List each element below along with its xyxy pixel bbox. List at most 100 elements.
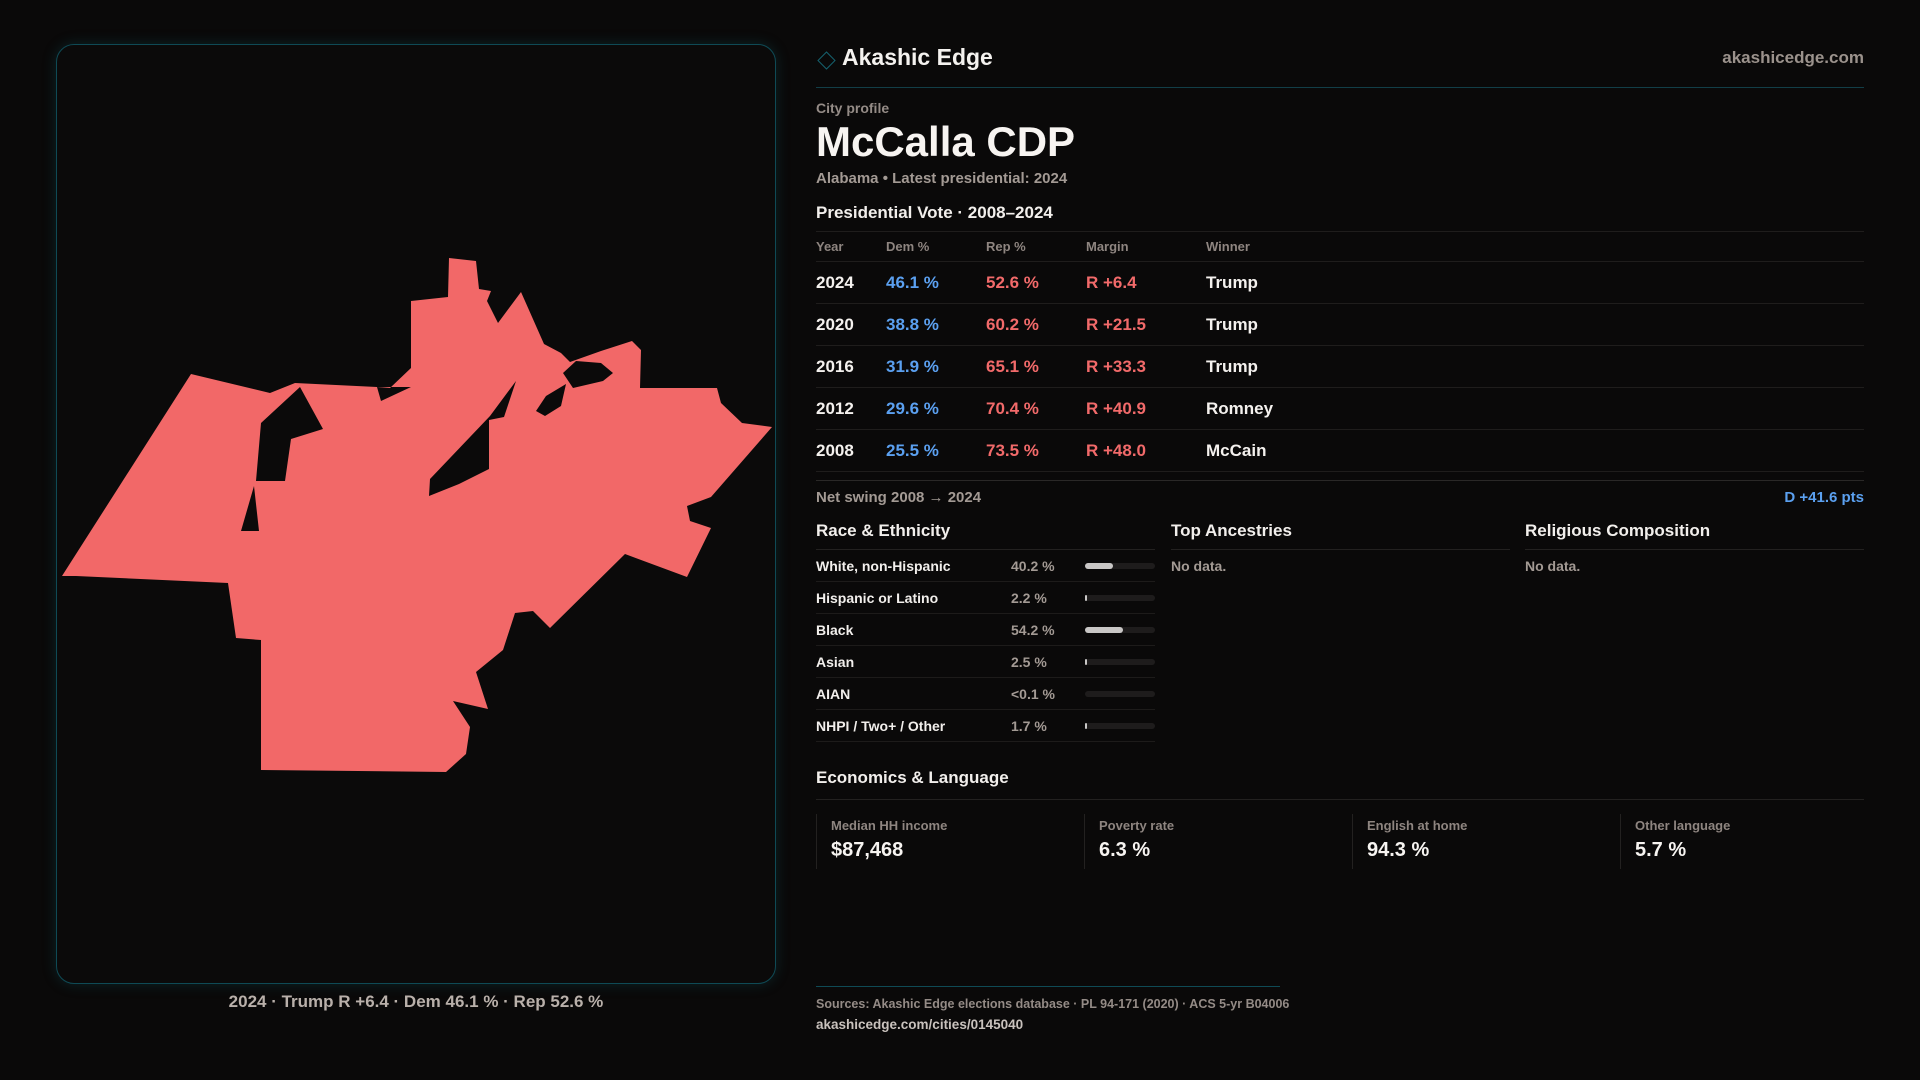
footer: Sources: Akashic Edge elections database… (816, 986, 1290, 1032)
race-label: Asian (816, 654, 855, 670)
vote-year: 2024 (816, 261, 886, 304)
vote-rep: 73.5 % (986, 429, 1086, 472)
vote-table: Year Dem % Rep % Margin Winner 2024 46.1… (816, 231, 1864, 472)
vote-table-header: Year Dem % Rep % Margin Winner (816, 231, 1864, 262)
race-value: 40.2 % (1011, 558, 1055, 574)
col-year: Year (816, 231, 886, 262)
race-label: White, non-Hispanic (816, 558, 951, 574)
vote-year: 2016 (816, 345, 886, 388)
race-bar-track (1085, 595, 1155, 601)
econ-grid: Median HH income $87,468 Poverty rate 6.… (816, 814, 1864, 886)
race-value: <0.1 % (1011, 686, 1055, 702)
race-label: AIAN (816, 686, 851, 702)
race-bar-fill (1085, 723, 1087, 729)
vote-year: 2008 (816, 429, 886, 472)
race-bar-fill (1085, 659, 1087, 665)
race-row: AIAN <0.1 % (816, 678, 1155, 710)
religion-section: Religious Composition No data. (1525, 516, 1864, 574)
econ-section-title: Economics & Language (816, 764, 1864, 800)
race-row: NHPI / Two+ / Other 1.7 % (816, 710, 1155, 742)
vote-year: 2020 (816, 303, 886, 346)
net-swing-label: Net swing 2008 → 2024 (816, 489, 982, 506)
vote-rep: 60.2 % (986, 303, 1086, 346)
race-bar-fill (1085, 563, 1114, 569)
demographics-columns: Race & Ethnicity White, non-Hispanic 40.2… (816, 516, 1864, 756)
vote-rep: 65.1 % (986, 345, 1086, 388)
ancestries-empty: No data. (1171, 558, 1227, 574)
vote-rep: 70.4 % (986, 387, 1086, 430)
city-boundary-shape[interactable] (62, 258, 772, 772)
sources-text: Sources: Akashic Edge elections database… (816, 997, 1290, 1011)
econ-label: Poverty rate (1099, 818, 1175, 833)
race-section-title: Race & Ethnicity (816, 516, 1155, 550)
race-bar-track (1085, 627, 1155, 633)
brand-url-link[interactable]: akashicedge.com (1722, 48, 1864, 67)
brand-name[interactable]: Akashic Edge (842, 44, 993, 70)
vote-dem: 31.9 % (886, 345, 986, 388)
race-row: White, non-Hispanic 40.2 % (816, 550, 1155, 582)
econ-value: 6.3 % (1099, 839, 1151, 861)
race-label: Black (816, 622, 854, 638)
diamond-outline-icon (817, 51, 836, 70)
race-section: Race & Ethnicity White, non-Hispanic 40.2… (816, 516, 1155, 742)
econ-cell-income: Median HH income $87,468 (816, 814, 1084, 869)
religion-empty: No data. (1525, 558, 1581, 574)
vote-margin: R +6.4 (1086, 261, 1206, 304)
vote-dem: 38.8 % (886, 303, 986, 346)
vote-winner: McCain (1206, 429, 1864, 472)
net-swing-row: Net swing 2008 → 2024 D +41.6 pts (816, 480, 1864, 514)
vote-margin: R +33.3 (1086, 345, 1206, 388)
race-bar-track (1085, 563, 1155, 569)
vote-year: 2012 (816, 387, 886, 430)
vote-margin: R +40.9 (1086, 387, 1206, 430)
econ-cell-other-language: Other language 5.7 % (1620, 814, 1888, 869)
race-value: 1.7 % (1011, 718, 1047, 734)
map-panel[interactable] (56, 44, 776, 984)
race-bar-fill (1085, 627, 1123, 633)
page-title: McCalla CDP (816, 118, 1076, 165)
vote-winner: Romney (1206, 387, 1864, 430)
vote-rep: 52.6 % (986, 261, 1086, 304)
vote-winner: Trump (1206, 303, 1864, 346)
race-bar-track (1085, 723, 1155, 729)
col-winner: Winner (1206, 231, 1864, 262)
col-rep: Rep % (986, 231, 1086, 262)
race-value: 2.5 % (1011, 654, 1047, 670)
race-row: Black 54.2 % (816, 614, 1155, 646)
vote-dem: 46.1 % (886, 261, 986, 304)
race-label: NHPI / Two+ / Other (816, 718, 946, 734)
header: Akashic Edge akashicedge.com (816, 44, 1864, 88)
race-value: 54.2 % (1011, 622, 1055, 638)
col-margin: Margin (1086, 231, 1206, 262)
religion-section-title: Religious Composition (1525, 516, 1864, 550)
page-kicker: City profile (816, 100, 890, 116)
ancestries-section-title: Top Ancestries (1171, 516, 1510, 550)
econ-label: English at home (1367, 818, 1468, 833)
ancestries-section: Top Ancestries No data. (1171, 516, 1510, 574)
vote-winner: Trump (1206, 261, 1864, 304)
race-row: Asian 2.5 % (816, 646, 1155, 678)
econ-value: $87,468 (831, 839, 904, 861)
race-bar-track (1085, 691, 1155, 697)
race-row: Hispanic or Latino 2.2 % (816, 582, 1155, 614)
econ-label: Median HH income (831, 818, 948, 833)
page-subtitle: Alabama • Latest presidential: 2024 (816, 170, 1068, 187)
race-bar-track (1085, 659, 1155, 665)
vote-section-title: Presidential Vote · 2008–2024 (816, 203, 1053, 222)
profile-panel: Akashic Edge akashicedge.com City profil… (816, 44, 1864, 886)
map-caption: 2024 · Trump R +6.4 · Dem 46.1 % · Rep 5… (228, 992, 604, 1011)
vote-dem: 25.5 % (886, 429, 986, 472)
city-boundary-map (62, 258, 772, 772)
race-bar-fill (1085, 595, 1087, 601)
vote-row: 2020 38.8 % 60.2 % R +21.5 Trump (816, 303, 1864, 346)
econ-cell-english: English at home 94.3 % (1352, 814, 1620, 869)
vote-margin: R +48.0 (1086, 429, 1206, 472)
city-permalink[interactable]: akashicedge.com/cities/0145040 (816, 1017, 1024, 1032)
race-value: 2.2 % (1011, 590, 1047, 606)
vote-row: 2024 46.1 % 52.6 % R +6.4 Trump (816, 261, 1864, 304)
net-swing-value: D +41.6 pts (1784, 489, 1864, 506)
race-label: Hispanic or Latino (816, 590, 939, 606)
col-dem: Dem % (886, 231, 986, 262)
vote-row: 2012 29.6 % 70.4 % R +40.9 Romney (816, 387, 1864, 430)
vote-row: 2016 31.9 % 65.1 % R +33.3 Trump (816, 345, 1864, 388)
